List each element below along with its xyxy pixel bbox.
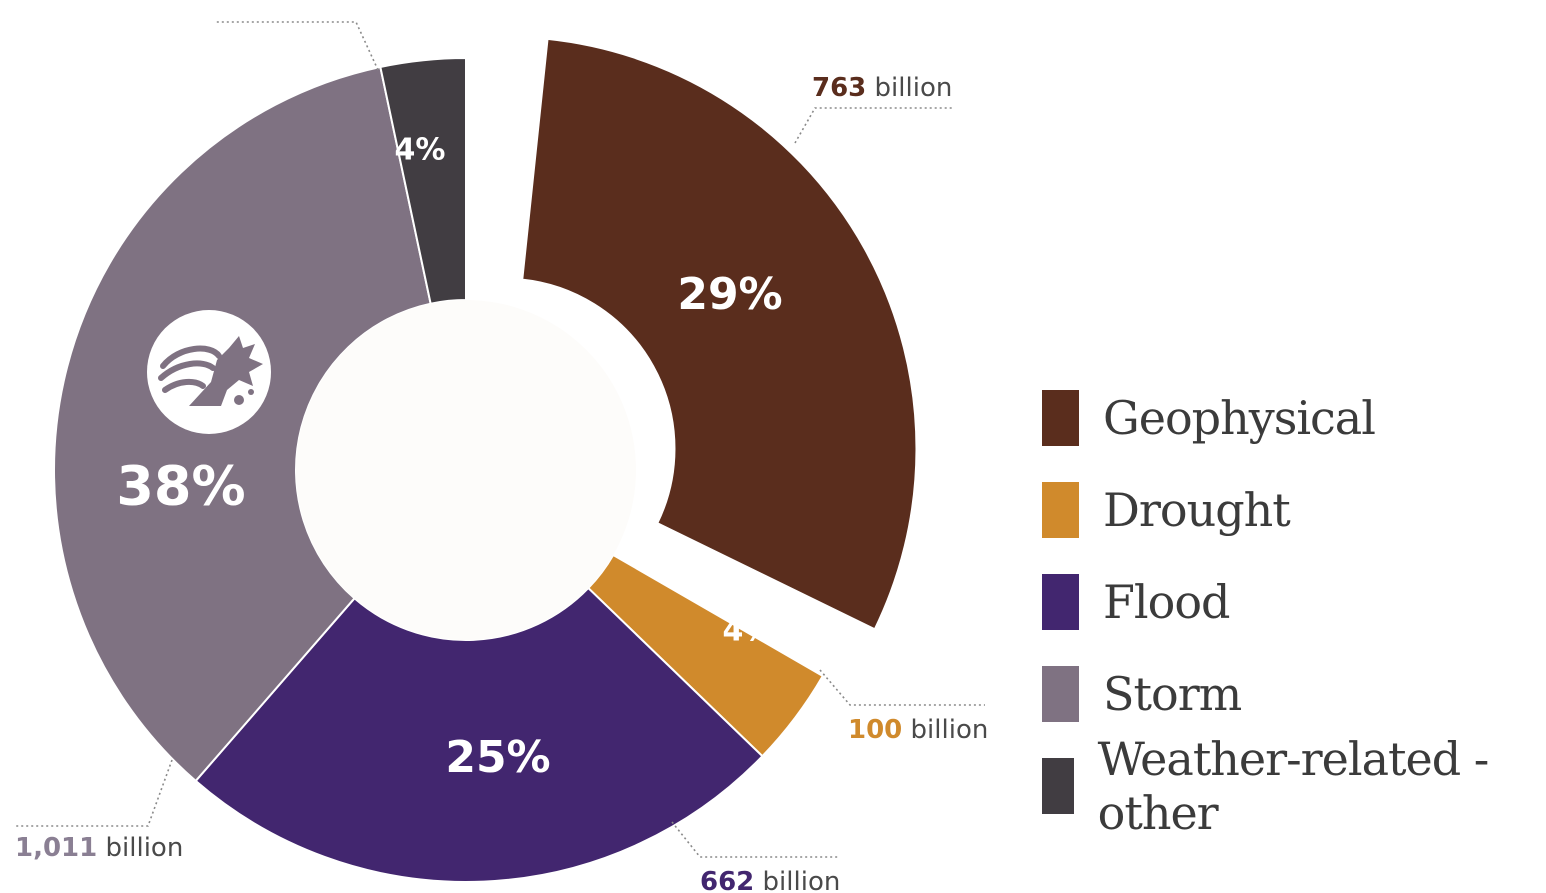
leader-line-flood <box>671 821 838 858</box>
legend-item-geophysical: Geophysical <box>1042 372 1546 464</box>
legend-item-weather-other: Weather-related - other <box>1042 732 1546 840</box>
leader-line-storm <box>15 759 173 827</box>
legend-label: Weather-related - other <box>1097 732 1490 840</box>
leader-line-drought <box>819 669 985 706</box>
legend-label: Storm <box>1103 667 1242 721</box>
legend-swatch-weather-other <box>1042 758 1074 814</box>
storm-wind-icon <box>147 310 271 434</box>
leader-line-weather-other <box>215 21 379 71</box>
legend-item-storm: Storm <box>1042 648 1546 740</box>
leader-line-geophysical <box>794 107 952 144</box>
legend-swatch-storm <box>1042 666 1079 722</box>
percent-label-drought: 4% <box>723 614 774 649</box>
legend: Geophysical Drought Flood Storm Weather-… <box>1042 372 1546 840</box>
legend-label: Drought <box>1103 483 1291 537</box>
value-callout-geophysical: 763 billion <box>812 73 952 103</box>
legend-label: Flood <box>1103 575 1230 629</box>
percent-label-storm: 38% <box>116 455 245 518</box>
legend-swatch-geophysical <box>1042 390 1079 446</box>
legend-swatch-flood <box>1042 574 1079 630</box>
percent-label-geophysical: 29% <box>677 269 782 320</box>
donut-hole <box>296 300 636 640</box>
percent-label-flood: 25% <box>445 732 550 783</box>
percent-label-weather-other: 4% <box>395 133 446 168</box>
value-callout-storm: 1,011 billion <box>15 833 183 863</box>
legend-item-drought: Drought <box>1042 464 1546 556</box>
legend-label: Geophysical <box>1103 391 1376 445</box>
value-callout-drought: 100 billion <box>848 715 988 745</box>
legend-item-flood: Flood <box>1042 556 1546 648</box>
legend-swatch-drought <box>1042 482 1079 538</box>
slice-geophysical <box>521 37 918 631</box>
value-callout-flood: 662 billion <box>700 867 840 893</box>
